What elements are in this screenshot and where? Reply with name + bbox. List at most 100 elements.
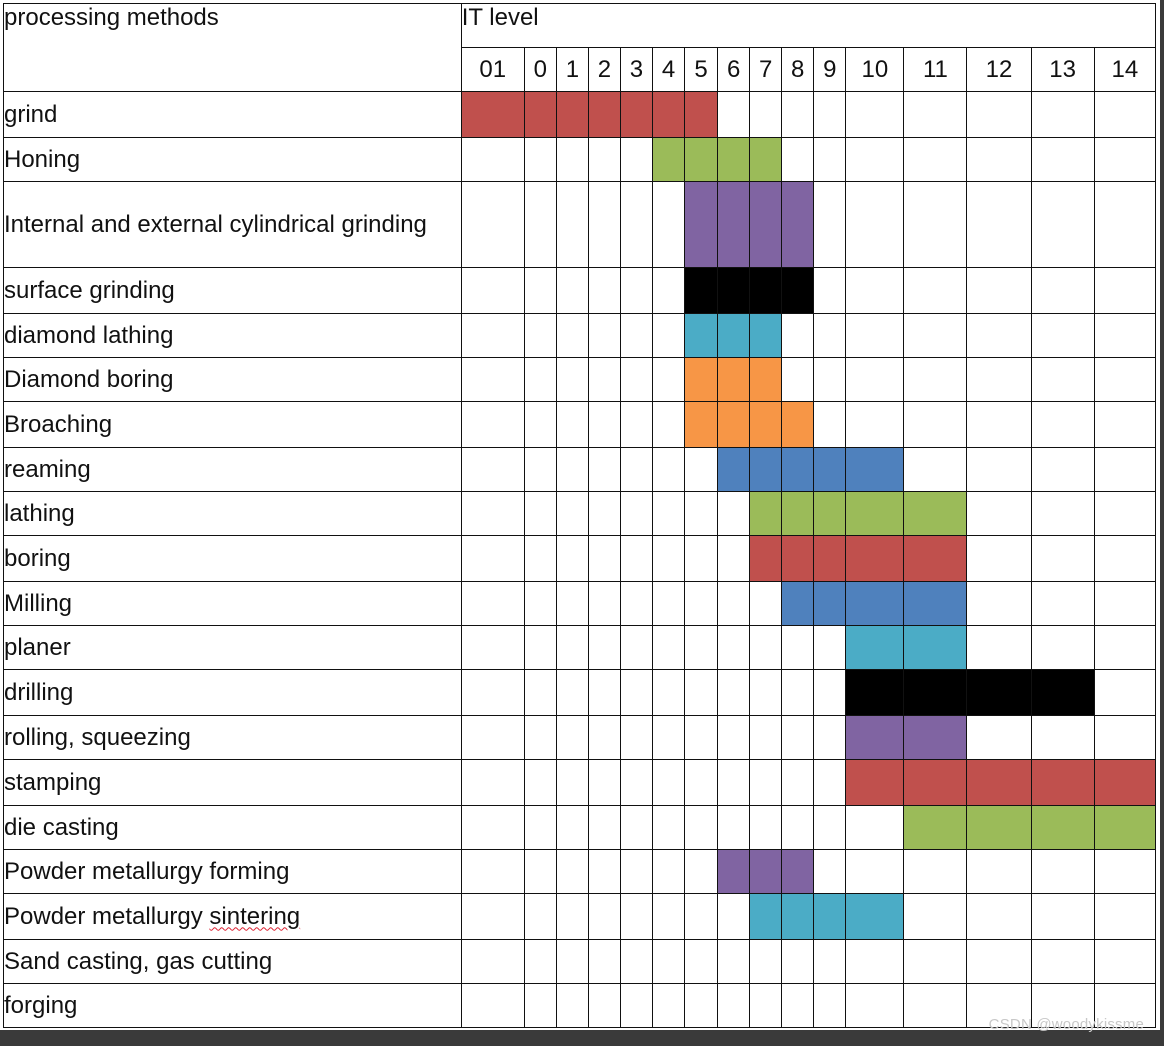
grid-cell xyxy=(813,715,847,760)
grid-cell xyxy=(845,267,905,314)
grid-cell xyxy=(845,805,905,850)
method-label: grind xyxy=(3,91,462,138)
grid-cell xyxy=(619,715,654,760)
grid-cell xyxy=(1030,849,1095,894)
it-level-header: IT level xyxy=(460,3,1157,48)
range-bar-cell xyxy=(587,91,621,138)
it-level-1: 1 xyxy=(555,47,589,92)
grid-cell xyxy=(523,983,557,1028)
table-row: die casting xyxy=(3,805,1157,850)
grid-cell xyxy=(1030,137,1095,182)
grid-cell xyxy=(555,181,589,268)
grid-cell xyxy=(555,313,589,358)
grid-cell xyxy=(651,401,686,448)
grid-cell xyxy=(555,715,589,760)
range-bar-cell xyxy=(684,357,719,402)
grid-cell xyxy=(717,625,751,670)
range-bar-cell xyxy=(781,491,815,536)
grid-cell xyxy=(555,939,589,984)
grid-cell xyxy=(813,137,847,182)
table-row: reaming xyxy=(3,447,1157,492)
grid-cell xyxy=(966,401,1032,448)
table-row: Internal and external cylindrical grindi… xyxy=(3,181,1157,268)
grid-cell xyxy=(1093,491,1157,536)
it-level-7: 7 xyxy=(749,47,783,92)
grid-cell xyxy=(813,357,847,402)
grid-cell xyxy=(1030,267,1095,314)
grid-cell xyxy=(587,535,621,582)
grid-cell xyxy=(619,983,654,1028)
method-label: boring xyxy=(3,535,462,582)
grid-cell xyxy=(587,939,621,984)
range-bar-cell xyxy=(1093,759,1157,806)
methods-header: processing methods xyxy=(3,3,462,92)
range-bar-cell xyxy=(749,491,783,536)
table-row: boring xyxy=(3,535,1157,582)
method-label: Honing xyxy=(3,137,462,182)
grid-cell xyxy=(845,357,905,402)
range-bar-cell xyxy=(845,581,905,626)
grid-cell xyxy=(845,313,905,358)
grid-cell xyxy=(717,939,751,984)
grid-cell xyxy=(781,669,815,716)
grid-cell xyxy=(781,715,815,760)
grid-cell xyxy=(1093,581,1157,626)
range-bar-cell xyxy=(845,893,905,940)
it-level-4: 4 xyxy=(651,47,686,92)
grid-cell xyxy=(651,759,686,806)
grid-cell xyxy=(781,805,815,850)
range-bar-cell xyxy=(903,669,968,716)
it-level-2: 2 xyxy=(587,47,621,92)
range-bar-cell xyxy=(619,91,654,138)
range-bar-cell xyxy=(781,581,815,626)
method-label: surface grinding xyxy=(3,267,462,314)
range-bar-cell xyxy=(781,447,815,492)
grid-cell xyxy=(1030,625,1095,670)
range-bar-cell xyxy=(460,91,525,138)
range-bar-cell xyxy=(749,313,783,358)
grid-cell xyxy=(460,535,525,582)
range-bar-cell xyxy=(845,535,905,582)
grid-cell xyxy=(555,447,589,492)
range-bar-cell xyxy=(781,267,815,314)
grid-cell xyxy=(966,939,1032,984)
grid-cell xyxy=(749,625,783,670)
grid-cell xyxy=(523,759,557,806)
method-label: Powder metallurgy forming xyxy=(3,849,462,894)
grid-cell xyxy=(845,181,905,268)
grid-cell xyxy=(1093,535,1157,582)
grid-cell xyxy=(460,137,525,182)
grid-cell xyxy=(781,625,815,670)
range-bar-cell xyxy=(749,357,783,402)
range-bar-cell xyxy=(845,491,905,536)
grid-cell xyxy=(651,939,686,984)
grid-cell xyxy=(523,669,557,716)
it-level-14: 14 xyxy=(1093,47,1157,92)
grid-cell xyxy=(1093,849,1157,894)
method-label: Broaching xyxy=(3,401,462,448)
header-row-levels: 01 0 1 2 3 4 5 6 7 8 9 10 11 12 13 14 xyxy=(4,47,1157,92)
grid-cell xyxy=(1030,91,1095,138)
table-row: surface grinding xyxy=(3,267,1157,314)
grid-cell xyxy=(966,491,1032,536)
range-bar-cell xyxy=(903,581,968,626)
grid-cell xyxy=(1030,313,1095,358)
it-level-8: 8 xyxy=(781,47,815,92)
range-bar-cell xyxy=(717,849,751,894)
grid-cell xyxy=(813,805,847,850)
grid-cell xyxy=(587,313,621,358)
method-label: Internal and external cylindrical grindi… xyxy=(3,181,462,268)
range-bar-cell xyxy=(684,91,719,138)
grid-cell xyxy=(619,625,654,670)
range-bar-cell xyxy=(749,267,783,314)
table-row: stamping xyxy=(3,759,1157,806)
grid-cell xyxy=(684,715,719,760)
grid-cell xyxy=(651,581,686,626)
grid-cell xyxy=(1030,715,1095,760)
grid-cell xyxy=(460,849,525,894)
method-label: planer xyxy=(3,625,462,670)
grid-cell xyxy=(813,91,847,138)
grid-cell xyxy=(1030,581,1095,626)
grid-cell xyxy=(587,181,621,268)
grid-cell xyxy=(903,357,968,402)
